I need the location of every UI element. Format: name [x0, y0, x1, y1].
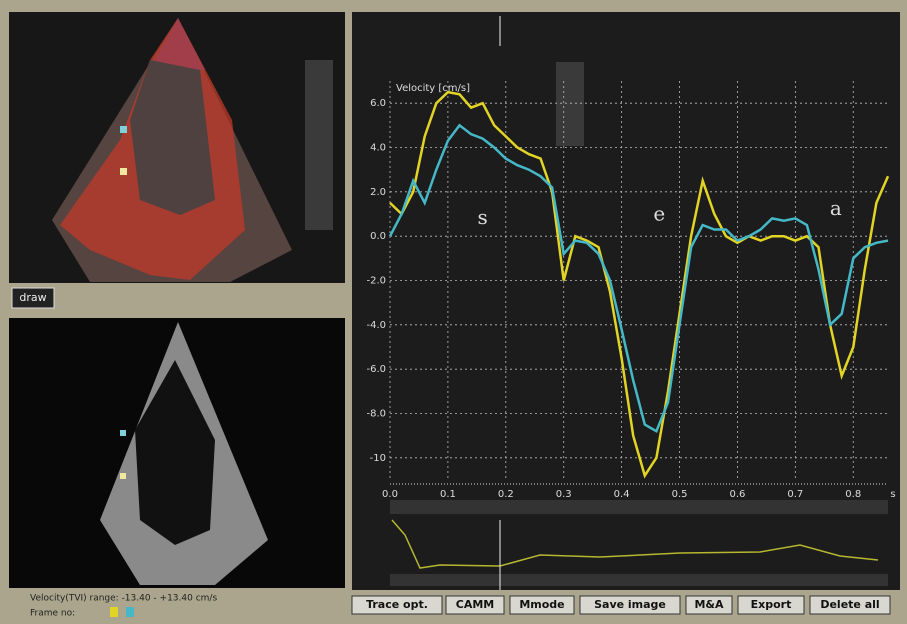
- button-label: M&A: [694, 598, 724, 611]
- x-tick-label: 0.1: [440, 489, 456, 500]
- y-tick-label: 0.0: [370, 231, 386, 242]
- frame-icon: [110, 607, 118, 617]
- y-tick-label: -2.0: [366, 276, 386, 287]
- y-tick-label: -10: [370, 453, 386, 464]
- status-text: Velocity(TVI) range: -13.40 - +13.40 cm/…: [30, 594, 217, 604]
- button-label: Delete all: [820, 598, 879, 611]
- series-line: [389, 90, 890, 479]
- button[interactable]: [579, 595, 681, 615]
- button[interactable]: [737, 595, 805, 615]
- x-tick-label: 0.7: [787, 489, 803, 500]
- annotation: e: [653, 202, 665, 226]
- x-tick-label: 0.5: [672, 489, 688, 500]
- chamber: [130, 60, 215, 215]
- button-label: Save image: [594, 598, 666, 611]
- x-tick-label: 0.2: [498, 489, 514, 500]
- x-tick-label: 0.8: [845, 489, 861, 500]
- x-tick-label: 0.6: [729, 489, 745, 500]
- frame-icon: [126, 607, 134, 617]
- button[interactable]: [351, 595, 443, 615]
- y-tick-label: -4.0: [366, 320, 386, 331]
- color-bar: [305, 60, 333, 230]
- annotation: s: [478, 205, 488, 229]
- legend-bar: [556, 62, 584, 146]
- y-tick-label: 6.0: [370, 98, 386, 109]
- time-strip: [390, 574, 888, 586]
- bmode-chamber: [135, 360, 215, 545]
- annotation: a: [830, 196, 842, 220]
- series-line: [388, 123, 889, 433]
- y-axis-label: Velocity [cm/s]: [396, 83, 470, 94]
- y-tick-label: -6.0: [366, 364, 386, 375]
- y-tick-label: 4.0: [370, 143, 386, 154]
- frame-text: Frame no:: [30, 609, 75, 619]
- button[interactable]: [509, 595, 575, 615]
- chart-panel: [352, 12, 900, 590]
- marker: [120, 168, 127, 175]
- button[interactable]: [685, 595, 733, 615]
- x-tick-label: 0.4: [614, 489, 630, 500]
- x-tick-label: 0.0: [382, 489, 398, 500]
- button-label: Mmode: [519, 598, 564, 611]
- x-axis-label: s: [890, 489, 895, 500]
- time-strip: [390, 500, 888, 514]
- button-label: CAMM: [456, 598, 494, 611]
- button-label: Export: [751, 598, 792, 611]
- draw-button[interactable]: [11, 287, 55, 309]
- y-tick-label: 2.0: [370, 187, 386, 198]
- draw-label: draw: [19, 291, 46, 304]
- marker: [120, 430, 126, 436]
- x-tick-label: 0.3: [556, 489, 572, 500]
- button[interactable]: [809, 595, 891, 615]
- button-label: Trace opt.: [366, 598, 428, 611]
- marker: [120, 126, 127, 133]
- button[interactable]: [445, 595, 505, 615]
- marker: [120, 473, 126, 479]
- trace-strip: [391, 519, 879, 569]
- y-tick-label: -8.0: [366, 409, 386, 420]
